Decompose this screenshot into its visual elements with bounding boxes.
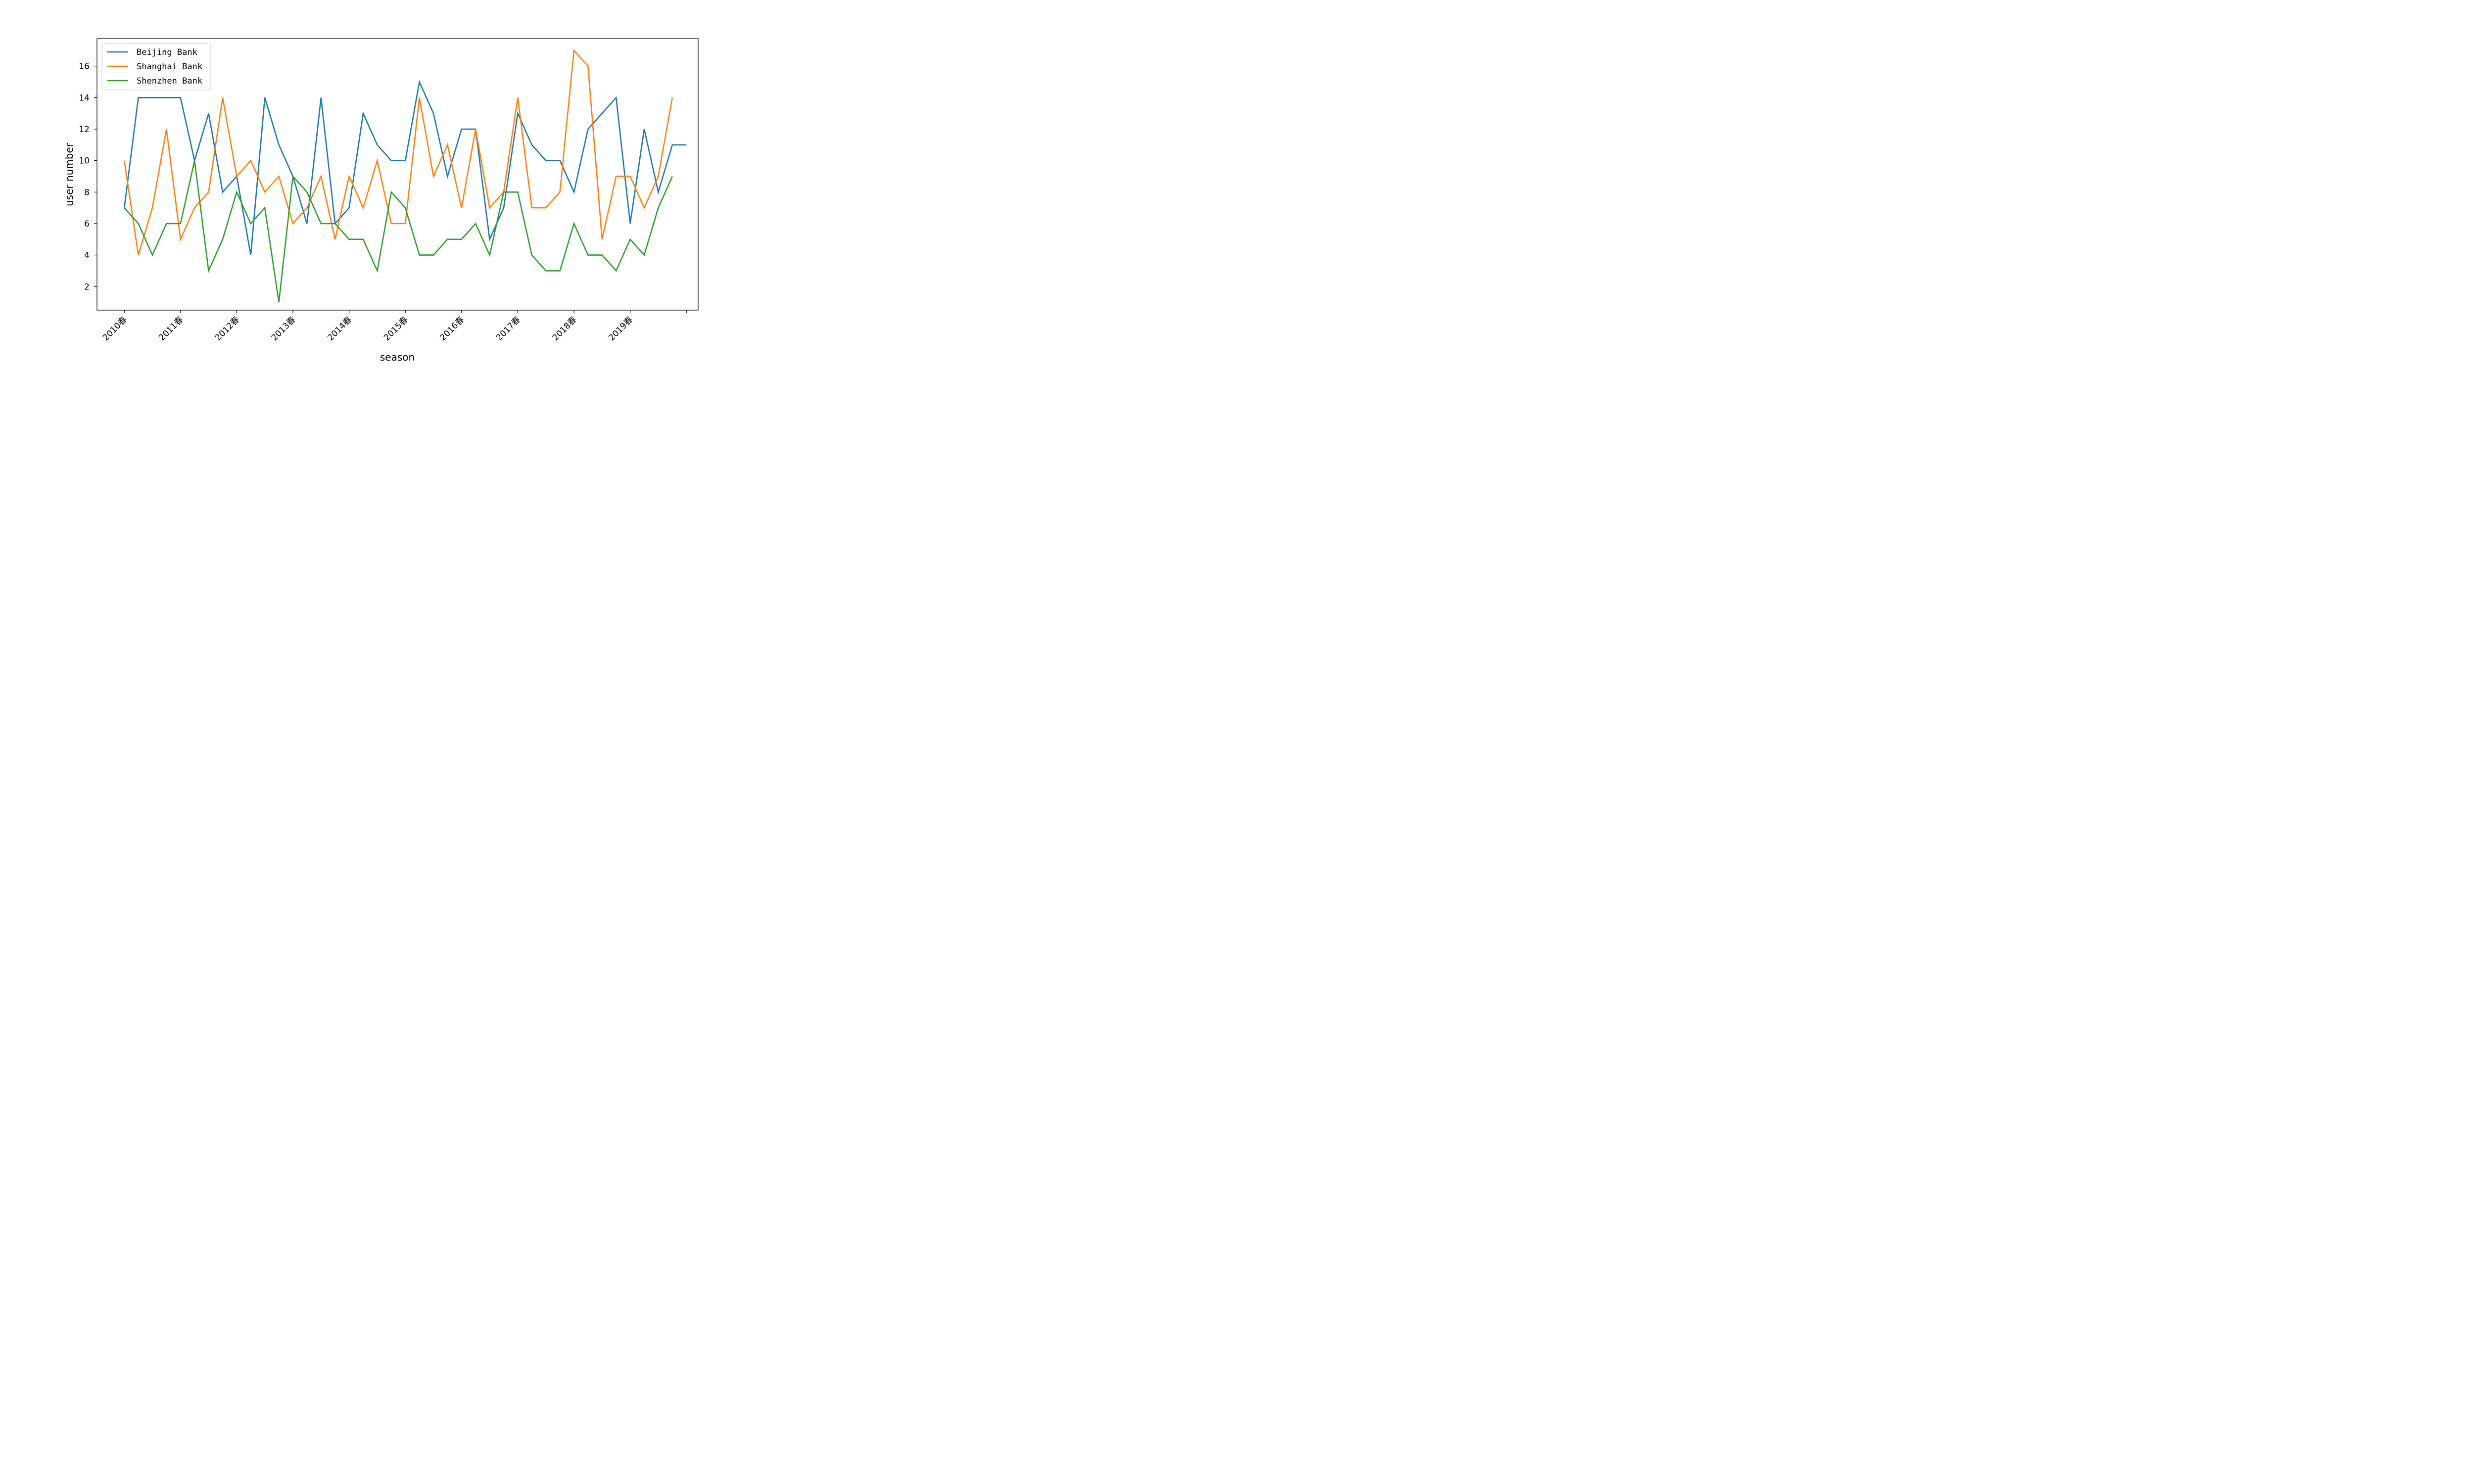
series-line-shenzhen-bank	[124, 160, 673, 303]
x-tick-label: 2010春	[101, 315, 129, 343]
y-tick-label: 16	[79, 62, 90, 72]
x-tick-label: 2013春	[270, 315, 298, 343]
line-chart: 2010春 2011春 2012春 2013春 2014春 2015春 2016春 2017春…	[63, 38, 699, 363]
y-tick-label: 4	[84, 251, 90, 261]
x-tick-label: 2011春	[157, 315, 186, 343]
y-axis-label: user number	[63, 142, 75, 206]
x-tick-label: 2015春	[382, 315, 410, 343]
y-axis: 2 4 6 8 10 12 14 16	[79, 62, 97, 292]
x-tick-label: 2018春	[551, 315, 579, 343]
y-tick-label: 2	[84, 282, 90, 292]
series-line-shanghai-bank	[123, 48, 673, 255]
series-layer	[123, 48, 687, 303]
y-tick-label: 8	[84, 187, 90, 197]
x-tick-label: 2019春	[607, 315, 635, 343]
y-tick-label: 12	[79, 125, 90, 135]
legend-entry: Shanghai Bank	[137, 62, 202, 72]
y-tick-label: 10	[79, 156, 90, 166]
x-tick-label: 2016春	[438, 315, 467, 343]
x-axis: 2010春 2011春 2012春 2013春 2014春 2015春 2016春 2017春…	[101, 310, 687, 343]
y-tick-label: 14	[79, 93, 90, 103]
x-tick-label: 2014春	[326, 315, 354, 343]
legend-box	[101, 43, 211, 91]
x-tick-label: 2017春	[494, 315, 523, 343]
x-axis-label: season	[380, 351, 415, 363]
legend-entry: Shenzhen Bank	[137, 76, 202, 86]
y-tick-label: 6	[84, 219, 90, 229]
legend-entry: Beijing Bank	[137, 47, 197, 57]
legend: Beijing Bank Shanghai Bank Shenzhen Bank	[101, 43, 211, 91]
x-tick-label: 2012春	[213, 315, 241, 343]
